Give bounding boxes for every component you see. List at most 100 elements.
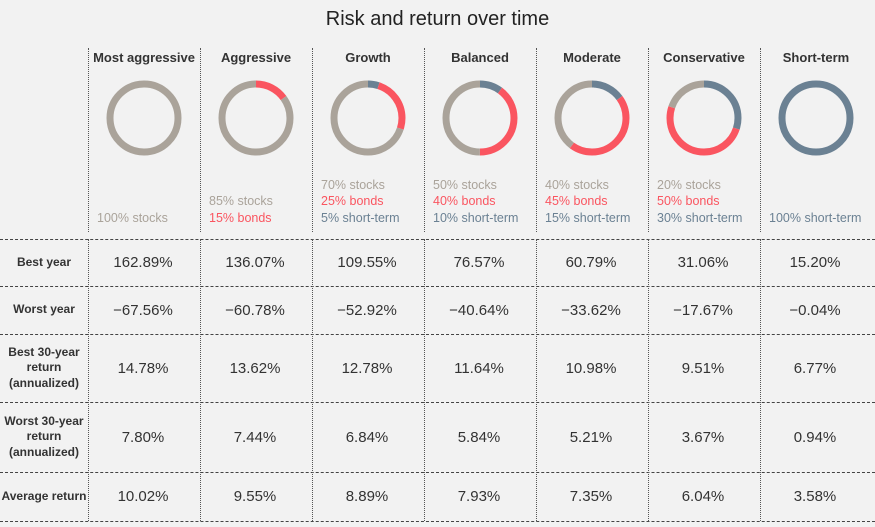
allocation-label-bonds: 45% bonds (545, 194, 608, 208)
column-divider (424, 239, 425, 521)
allocation-labels: 50% stocks 40% bonds 10% short-term (433, 177, 518, 227)
portfolio-name: Growth (345, 50, 391, 65)
value-cell: −60.78% (225, 301, 285, 319)
value-cell: −17.67% (673, 301, 733, 319)
value-cell: 10.98% (565, 359, 617, 377)
allocation-label-bonds: 15% bonds (209, 210, 272, 225)
value-cell: −67.56% (113, 301, 173, 319)
row-divider (0, 239, 875, 240)
value-cell: 9.55% (233, 488, 277, 505)
allocation-label-short: 10% short-term (433, 210, 519, 225)
row-divider (0, 286, 875, 287)
stocks-segment (666, 80, 742, 156)
allocation-label-short: 5% short-term (321, 210, 400, 225)
value-cell: 6.84% (345, 428, 389, 446)
value-cell: 31.06% (677, 254, 729, 271)
row-divider (0, 402, 875, 403)
value-cell: 3.67% (681, 428, 725, 446)
allocation-label-stocks: 50% stocks (433, 177, 497, 192)
portfolio-name: Most aggressive (93, 50, 195, 65)
allocation-donut (218, 80, 294, 156)
allocation-labels: 70% stocks 25% bonds 5% short-term (321, 177, 400, 227)
value-cell: 6.77% (793, 359, 837, 377)
value-cell: 14.78% (117, 359, 169, 377)
value-cell: −52.92% (337, 301, 397, 319)
value-cell: 3.58% (793, 488, 837, 505)
stocks-segment (218, 80, 294, 156)
allocation-labels: 100% short-term (769, 210, 861, 227)
value-cell: 13.62% (229, 359, 281, 377)
value-cell: 7.44% (233, 428, 277, 446)
allocation-donut (778, 80, 854, 156)
chart-title: Risk and return over time (325, 8, 550, 30)
value-cell: 10.02% (117, 488, 169, 505)
allocation-labels: 40% stocks 45% bonds 15% short-term (545, 177, 630, 227)
value-cell: 12.78% (341, 359, 393, 377)
bonds-segment (554, 80, 630, 156)
value-cell: 5.84% (457, 428, 501, 446)
portfolio-column-most-aggressive: Most aggressive 100% stocks (88, 48, 199, 232)
portfolio-name: Moderate (563, 50, 621, 65)
row-divider (0, 521, 875, 522)
bonds-segment (442, 80, 518, 156)
row-divider (0, 334, 875, 335)
allocation-label-short: 30% short-term (657, 210, 743, 225)
value-cell: 76.57% (453, 254, 505, 271)
value-cell: 7.35% (569, 488, 613, 505)
short-term-segment (778, 80, 854, 156)
allocation-donut (330, 80, 406, 156)
stocks-segment (554, 80, 630, 156)
column-divider (536, 239, 537, 521)
portfolio-name: Aggressive (220, 50, 292, 65)
column-divider (648, 239, 649, 521)
allocation-labels: 20% stocks 50% bonds 30% short-term (657, 177, 742, 227)
row-label-best-30-year-return-annualized: Best 30-year return (annualized) (8, 344, 80, 390)
value-cell: −33.62% (561, 301, 621, 319)
portfolio-column-balanced: Balanced 50% stocks 40% bonds 10% short-ter… (424, 48, 535, 232)
stocks-segment (106, 80, 182, 156)
allocation-donut (442, 80, 518, 156)
stocks-segment (442, 80, 518, 156)
value-cell: 8.89% (345, 488, 389, 505)
stocks-segment (330, 80, 406, 156)
allocation-label-short: 100% short-term (769, 210, 862, 225)
allocation-label-stocks: 100% stocks (97, 210, 168, 225)
portfolio-name: Balanced (451, 50, 509, 65)
value-cell: 109.55% (337, 254, 397, 271)
allocation-label-bonds: 40% bonds (433, 194, 496, 208)
allocation-label-short: 15% short-term (545, 210, 631, 225)
column-divider (200, 239, 201, 521)
allocation-label-stocks: 70% stocks (321, 177, 385, 192)
value-cell: 162.89% (113, 254, 173, 271)
portfolio-name: Conservative (663, 50, 745, 65)
allocation-label-stocks: 20% stocks (657, 177, 721, 192)
portfolio-column-short-term: Short-term 100% short-term (760, 48, 871, 232)
column-divider (88, 239, 89, 521)
portfolio-column-growth: Growth 70% stocks 25% bonds 5% short-term (312, 48, 423, 232)
allocation-label-stocks: 85% stocks (209, 194, 273, 208)
portfolio-column-moderate: Moderate 40% stocks 45% bonds 15% short-ter… (536, 48, 647, 232)
allocation-labels: 85% stocks 15% bonds (209, 193, 273, 226)
value-cell: 11.64% (454, 359, 504, 377)
value-cell: −40.64% (449, 301, 509, 319)
allocation-donut (666, 80, 742, 156)
portfolio-column-conservative: Conservative 20% stocks 50% bonds 30% short… (648, 48, 759, 232)
value-cell: −0.04% (789, 301, 841, 319)
value-cell: 0.94% (793, 428, 837, 446)
portfolio-name: Short-term (782, 50, 850, 65)
value-cell: 9.51% (681, 359, 725, 377)
value-cell: 7.93% (457, 488, 501, 505)
row-label-average-return: Average return (1, 488, 87, 503)
column-divider (760, 239, 761, 521)
value-cell: 5.21% (569, 428, 613, 446)
allocation-labels: 100% stocks (97, 210, 168, 227)
allocation-donut (554, 80, 630, 156)
row-divider (0, 472, 875, 473)
value-cell: 136.07% (225, 254, 285, 271)
column-divider (312, 239, 313, 521)
row-label-worst-year: Worst year (13, 302, 75, 317)
allocation-label-bonds: 50% bonds (657, 194, 720, 208)
value-cell: 7.80% (121, 428, 165, 446)
row-label-worst-30-year-return-annualized: Worst 30-year return (annualized) (4, 413, 84, 459)
bonds-segment (330, 80, 406, 156)
